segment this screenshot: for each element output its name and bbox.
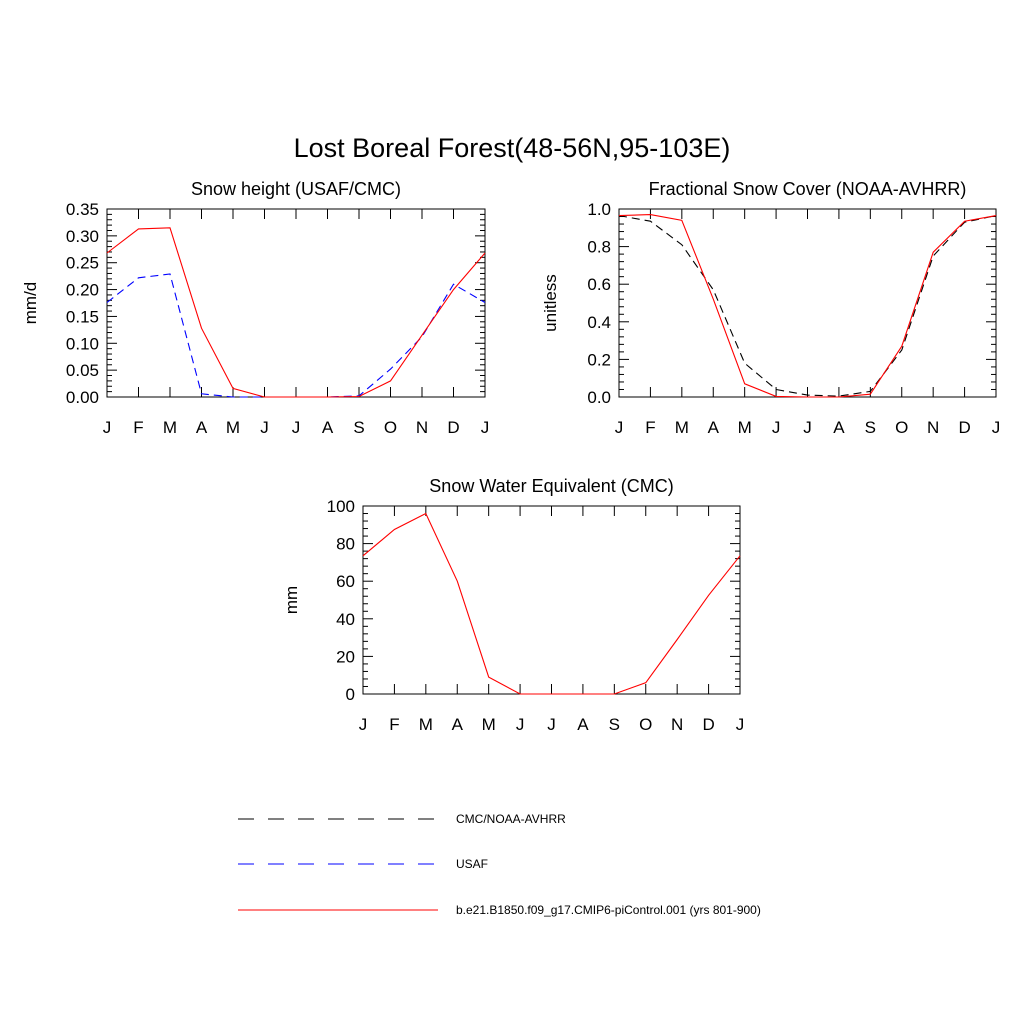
snow-water-equivalent-xtick-label: J [736, 715, 745, 734]
snow-water-equivalent-ylabel: mm [282, 586, 301, 614]
snow-water-equivalent-ytick-label: 40 [336, 610, 355, 629]
snow-water-equivalent-xtick-label: A [452, 715, 464, 734]
snow-water-equivalent-ytick-label: 100 [327, 497, 355, 516]
snow-water-equivalent-xtick-label: D [702, 715, 714, 734]
snow-height-ytick-label: 0.00 [66, 388, 99, 407]
snow-water-equivalent-xtick-label: M [482, 715, 496, 734]
fractional-snow-cover-plot-frame [618, 208, 997, 398]
snow-height-xtick-label: J [260, 418, 269, 437]
snow-water-equivalent-xtick-label: J [547, 715, 556, 734]
panel-snow-water-equivalent: Snow Water Equivalent (CMC) mm 0 20 40 60 80 10… [282, 476, 744, 734]
fractional-snow-cover-ytick-label: 0.8 [587, 238, 611, 257]
snow-height-xtick-label: J [103, 418, 112, 437]
snow-height-series-line-2 [106, 227, 486, 398]
snow-water-equivalent-xtick-label: F [389, 715, 399, 734]
panel-snow-height: Snow height (USAF/CMC) mm/d 0.00 0.05 0.10 0.… [21, 179, 489, 437]
snow-water-equivalent-title: Snow Water Equivalent (CMC) [429, 476, 673, 496]
fractional-snow-cover-xtick-label: A [708, 418, 720, 437]
snow-water-equivalent-xtick-label: A [577, 715, 589, 734]
snow-height-xtick-label: O [384, 418, 397, 437]
fractional-snow-cover-xtick-label: S [865, 418, 876, 437]
fractional-snow-cover-ytick-label: 0.4 [587, 313, 611, 332]
fractional-snow-cover-ytick-label: 0.2 [587, 350, 611, 369]
snow-height-xtick-label: J [481, 418, 490, 437]
snow-height-xtick-label: D [447, 418, 459, 437]
fractional-snow-cover-ytick-label: 0.0 [587, 388, 611, 407]
panel-fractional-snow-cover: Fractional Snow Cover (NOAA-AVHRR) unitle… [541, 179, 1000, 437]
snow-water-equivalent-xtick-label: J [359, 715, 368, 734]
snow-height-xtick-label: M [226, 418, 240, 437]
legend-label-usaf: USAF [456, 857, 488, 871]
fractional-snow-cover-ytick-label: 1.0 [587, 200, 611, 219]
figure-title: Lost Boreal Forest(48-56N,95-103E) [294, 133, 731, 163]
snow-height-xtick-label: N [416, 418, 428, 437]
fractional-snow-cover-xtick-label: J [803, 418, 812, 437]
snow-water-equivalent-xtick-label: J [516, 715, 525, 734]
snow-water-equivalent-plot-frame [362, 505, 741, 695]
legend: CMC/NOAA-AVHRR USAF b.e21.B1850.f09_g17.… [238, 812, 761, 917]
snow-height-ytick-label: 0.30 [66, 227, 99, 246]
snow-height-ytick-label: 0.15 [66, 307, 99, 326]
fractional-snow-cover-xtick-label: A [833, 418, 845, 437]
snow-water-equivalent-ytick-label: 80 [336, 535, 355, 554]
snow-water-equivalent-ytick-label: 20 [336, 647, 355, 666]
legend-label-model: b.e21.B1850.f09_g17.CMIP6-piControl.001 … [456, 903, 761, 917]
snow-height-series-line-1 [106, 273, 486, 398]
snow-height-ytick-label: 0.05 [66, 361, 99, 380]
snow-height-ytick-label: 0.35 [66, 200, 99, 219]
fractional-snow-cover-xtick-label: J [615, 418, 624, 437]
snow-height-ytick-label: 0.25 [66, 254, 99, 273]
snow-height-plot-frame [106, 208, 486, 398]
snow-water-equivalent-xtick-label: N [671, 715, 683, 734]
snow-height-xtick-label: F [133, 418, 143, 437]
snow-water-equivalent-ytick-label: 0 [346, 685, 355, 704]
fractional-snow-cover-xtick-label: M [738, 418, 752, 437]
snow-water-equivalent-series-line-1 [362, 512, 741, 695]
snow-height-xtick-label: J [292, 418, 301, 437]
fractional-snow-cover-title: Fractional Snow Cover (NOAA-AVHRR) [649, 179, 967, 199]
snow-height-ytick-label: 0.20 [66, 281, 99, 300]
snow-water-equivalent-xtick-label: O [639, 715, 652, 734]
fractional-snow-cover-xtick-label: N [927, 418, 939, 437]
fractional-snow-cover-xtick-label: D [958, 418, 970, 437]
snow-height-title: Snow height (USAF/CMC) [191, 179, 401, 199]
snow-height-ytick-label: 0.10 [66, 334, 99, 353]
snow-height-xtick-label: A [196, 418, 208, 437]
fractional-snow-cover-ytick-label: 0.6 [587, 275, 611, 294]
snow-water-equivalent-xtick-label: S [609, 715, 620, 734]
fractional-snow-cover-xtick-label: M [675, 418, 689, 437]
snow-water-equivalent-xtick-label: M [419, 715, 433, 734]
legend-label-cmc: CMC/NOAA-AVHRR [456, 812, 566, 826]
snow-height-xtick-label: A [322, 418, 334, 437]
snow-water-equivalent-ytick-label: 60 [336, 572, 355, 591]
fractional-snow-cover-series-line-1 [618, 214, 997, 398]
fractional-snow-cover-xtick-label: F [645, 418, 655, 437]
fractional-snow-cover-xtick-label: J [772, 418, 781, 437]
snow-height-ylabel: mm/d [21, 282, 40, 325]
snow-height-xtick-label: S [353, 418, 364, 437]
snow-height-xtick-label: M [163, 418, 177, 437]
fractional-snow-cover-series-line-0 [618, 215, 997, 397]
fractional-snow-cover-xtick-label: O [895, 418, 908, 437]
fractional-snow-cover-xtick-label: J [992, 418, 1001, 437]
fractional-snow-cover-ylabel: unitless [541, 274, 560, 332]
